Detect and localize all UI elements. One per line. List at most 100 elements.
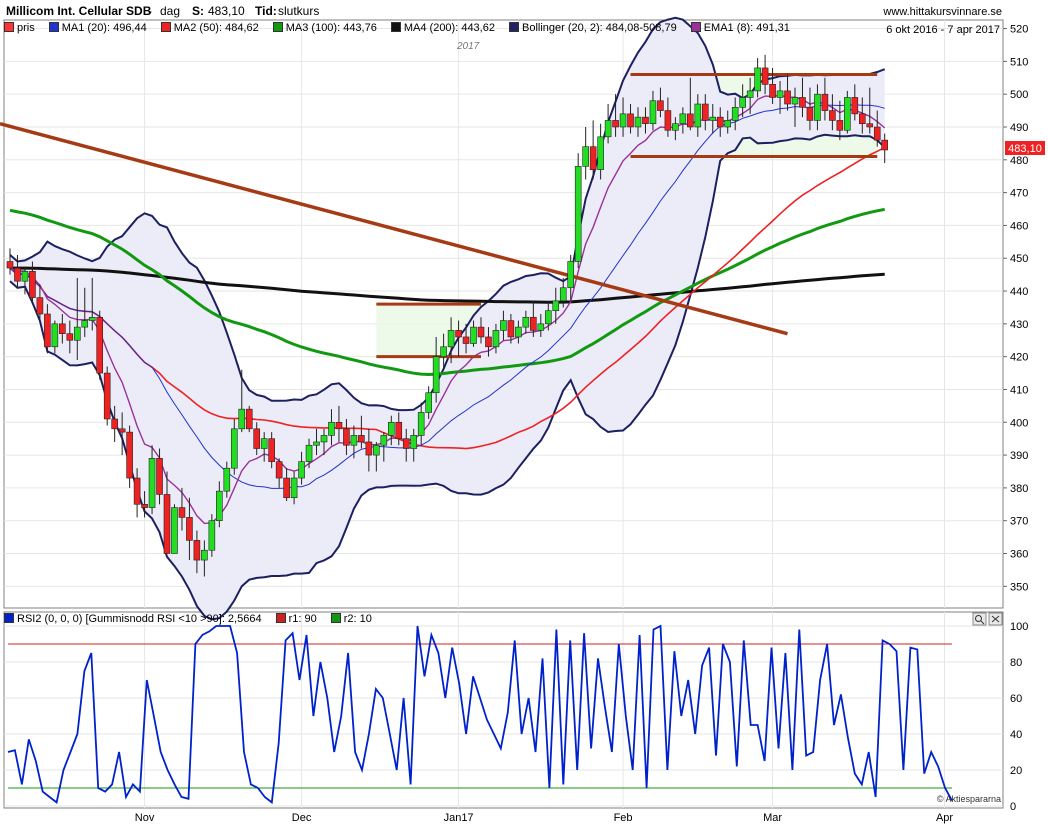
candle-body: [582, 146, 589, 167]
legend-label: RSI2 (0, 0, 0) [Gummisnodd RSI <10 >90]:…: [17, 613, 262, 625]
candle-body: [238, 408, 246, 430]
legend-swatch: [48, 22, 59, 32]
site-url[interactable]: www.hittakursvinnare.se: [882, 6, 1002, 18]
zoom-icon[interactable]: [972, 612, 987, 626]
tid-value: slutkurs: [278, 4, 319, 18]
trendline: [0, 122, 788, 336]
price-tick-label: 380: [1010, 483, 1028, 495]
candle-body: [672, 123, 679, 131]
candle-body: [552, 300, 560, 312]
legend-rsi: RSI2 (0, 0, 0) [Gummisnodd RSI <10 >90]:…: [4, 613, 386, 625]
candle-body: [59, 323, 66, 334]
date-range: 6 okt 2016 - 7 apr 2017: [886, 24, 1000, 36]
candle-body: [328, 421, 335, 436]
rsi-legend-item: r1: 90: [275, 613, 317, 625]
candle-body: [230, 428, 238, 469]
candle-body: [216, 490, 223, 521]
price-tick-label: 520: [1010, 24, 1028, 36]
price-tick-label: 400: [1010, 417, 1028, 429]
legend-swatch: [272, 22, 283, 32]
candle-body: [537, 323, 545, 331]
legend-label: Bollinger (20, 2): 484,08-508,79: [521, 22, 677, 34]
candle-body: [612, 120, 619, 128]
legend-swatch: [508, 22, 519, 32]
candle-body: [776, 90, 784, 98]
candle-body: [806, 107, 814, 121]
ma4-line: [10, 266, 885, 304]
ma3-line: [9, 207, 885, 377]
candle-body: [492, 330, 500, 348]
s-label: S:: [192, 4, 204, 18]
candle-body: [515, 326, 522, 338]
bollinger-lower: [9, 133, 886, 621]
candle-body: [260, 438, 268, 449]
price-tick-label: 360: [1010, 549, 1028, 561]
candle-body: [470, 326, 477, 344]
candle-body: [739, 97, 746, 108]
candle-body: [754, 67, 761, 92]
candle-body: [373, 444, 380, 456]
legend-label: MA2 (50): 484,62: [173, 22, 259, 34]
candle-body: [223, 467, 231, 492]
candle-body: [410, 435, 418, 449]
candle-body: [380, 435, 388, 446]
candle-body: [858, 113, 866, 125]
legend-item: pris: [4, 22, 35, 34]
candle-body: [133, 477, 141, 505]
candle-body: [455, 330, 462, 338]
candle-body: [589, 146, 597, 170]
price-tick-label: 440: [1010, 286, 1028, 298]
candle-body: [664, 110, 672, 131]
candle-body: [619, 113, 627, 128]
candle-body: [866, 123, 874, 128]
candle-body: [387, 421, 395, 436]
price-tick-label: 350: [1010, 581, 1028, 593]
candle-body: [522, 316, 530, 328]
price-tag: 483,10: [1008, 143, 1042, 155]
candle-body: [208, 520, 216, 551]
legend-swatch: [275, 613, 286, 623]
candle-body: [343, 428, 350, 446]
instrument-title: Millicom Int. Cellular SDB: [6, 4, 152, 18]
candle-body: [507, 320, 515, 338]
candle-body: [275, 461, 283, 479]
bollinger-upper: [9, 16, 886, 412]
rsi-legend-item: r2: 10: [330, 613, 372, 625]
candle-body: [829, 110, 836, 121]
candle-body: [14, 267, 21, 282]
legend-swatch: [390, 22, 401, 32]
candle-body: [118, 428, 126, 433]
candle-body: [313, 441, 320, 446]
candle-body: [29, 271, 36, 298]
candle-body: [844, 97, 851, 131]
candle-body: [335, 421, 343, 430]
candle-body: [141, 503, 148, 508]
candle-body: [694, 103, 702, 128]
legend-swatch: [690, 22, 701, 32]
legend-label: MA1 (20): 496,44: [61, 22, 147, 34]
candle-body: [103, 372, 111, 420]
month-label: Apr: [936, 812, 953, 824]
candle-body: [724, 120, 732, 128]
price-tick-label: 480: [1010, 155, 1028, 167]
candle-body: [320, 435, 328, 443]
price-tick-label: 370: [1010, 516, 1028, 528]
candle-body: [171, 507, 178, 554]
candle-body: [477, 326, 485, 338]
price-tag-box: [1005, 141, 1045, 155]
candle-body: [634, 116, 642, 128]
candle-body: [193, 540, 201, 561]
candle-body: [21, 271, 29, 282]
legend-label: MA3 (100): 443,76: [285, 22, 377, 34]
candle-body: [649, 100, 657, 125]
trendlines: [0, 72, 878, 359]
candle-body: [73, 326, 81, 341]
price-tick-label: 460: [1010, 220, 1028, 232]
candle-body: [6, 261, 14, 269]
zoom-handle-icon: [980, 620, 985, 625]
candle-body: [425, 392, 432, 413]
month-label: Jan17: [444, 812, 474, 824]
candle-body: [784, 90, 791, 105]
candle-body: [761, 67, 769, 85]
copyright: © Aktiespararna: [937, 794, 1001, 804]
